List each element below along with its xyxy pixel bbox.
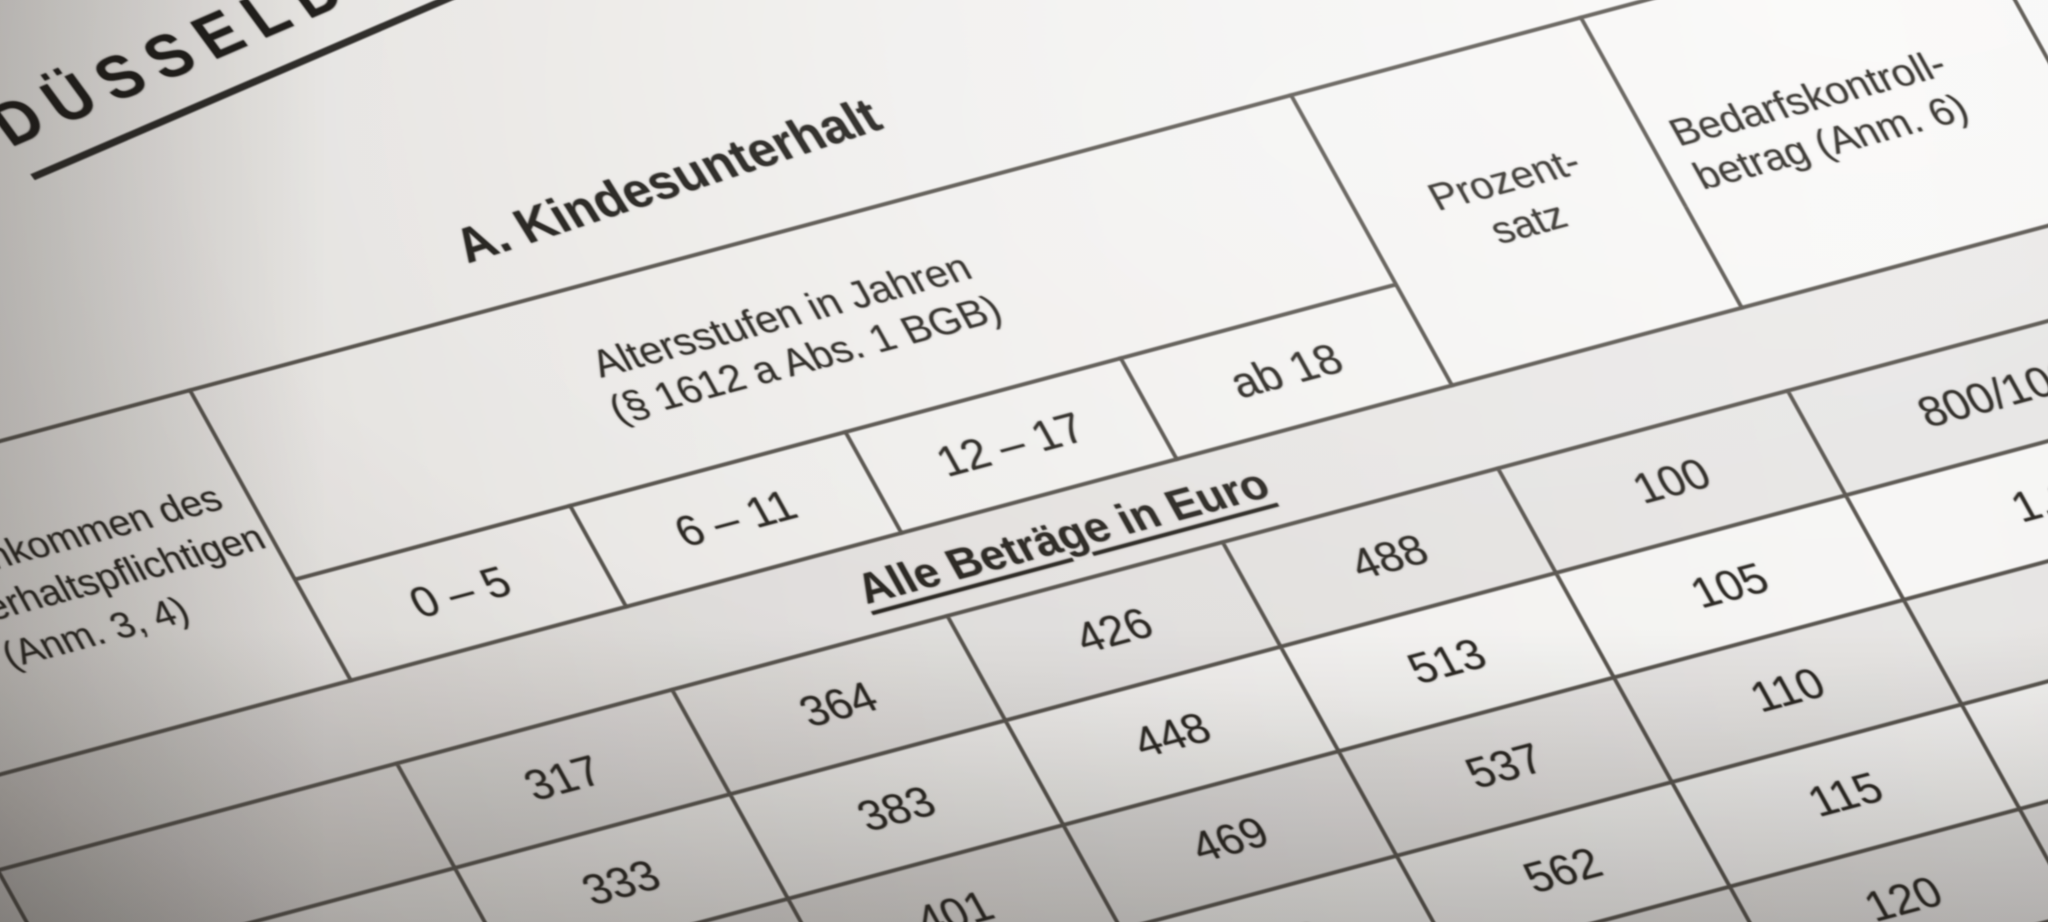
paper-sheet: DÜSSELDORFER TABELLE A. Kindesunterhalt … (0, 0, 2048, 922)
photo-of-document: DÜSSELDORFER TABELLE A. Kindesunterhalt … (0, 0, 2048, 922)
child-support-table: Nettoeinkommen des Barunterhaltspflichti… (0, 0, 2048, 922)
